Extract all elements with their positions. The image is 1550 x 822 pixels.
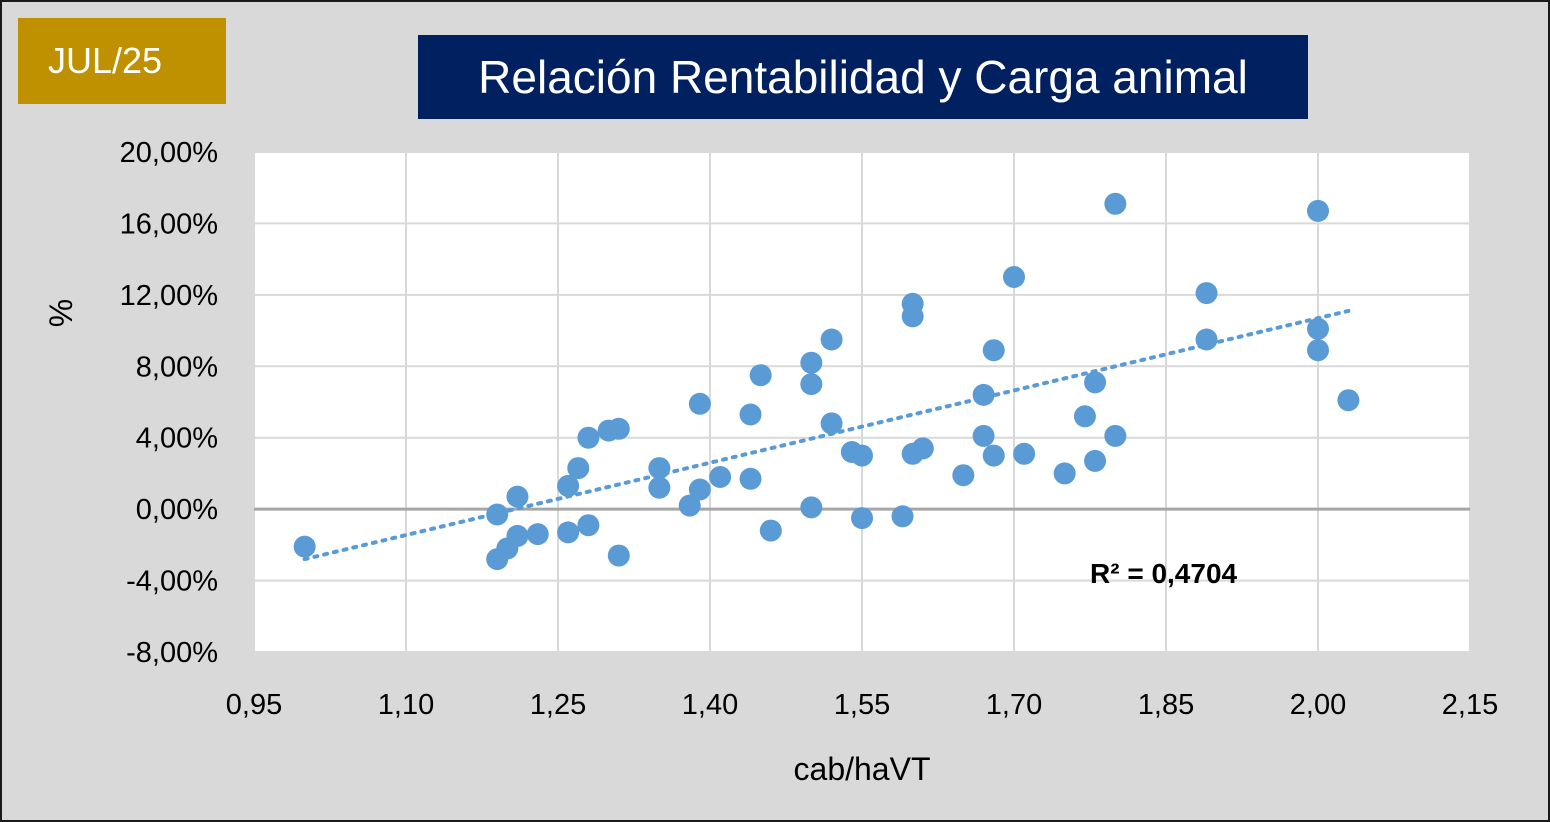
data-point bbox=[851, 444, 873, 467]
y-tick-label: 4,00% bbox=[136, 423, 218, 455]
data-point bbox=[749, 364, 772, 387]
data-point bbox=[1195, 328, 1218, 351]
data-point bbox=[293, 535, 316, 558]
data-point bbox=[891, 505, 914, 528]
y-tick-label: 16,00% bbox=[120, 208, 218, 240]
x-tick-label: 0,95 bbox=[226, 689, 282, 721]
x-tick-label: 2,00 bbox=[1290, 689, 1346, 721]
data-point bbox=[911, 437, 934, 460]
data-point bbox=[709, 466, 732, 488]
data-point bbox=[648, 457, 671, 480]
y-tick-label: 8,00% bbox=[136, 351, 218, 383]
y-tick-label: 12,00% bbox=[120, 280, 218, 312]
chart-title: Relación Rentabilidad y Carga animal bbox=[418, 35, 1308, 119]
data-point bbox=[506, 485, 529, 508]
x-axis-title: cab/haVT bbox=[794, 751, 931, 787]
x-tick-label: 1,70 bbox=[986, 689, 1042, 721]
date-badge: JUL/25 bbox=[18, 18, 226, 104]
data-point bbox=[1003, 266, 1025, 288]
data-points bbox=[293, 192, 1360, 571]
data-point bbox=[851, 507, 873, 530]
x-tick-label: 1,55 bbox=[834, 689, 890, 721]
data-point bbox=[557, 474, 580, 497]
data-point bbox=[577, 514, 600, 537]
data-point bbox=[486, 503, 509, 526]
data-point bbox=[800, 496, 823, 519]
data-point bbox=[1073, 405, 1096, 428]
data-point bbox=[506, 524, 529, 547]
data-point bbox=[982, 339, 1005, 362]
data-point bbox=[1013, 442, 1036, 465]
data-point bbox=[1307, 199, 1329, 222]
data-point bbox=[567, 457, 590, 480]
data-point bbox=[800, 351, 823, 374]
x-tick-label: 1,85 bbox=[1138, 689, 1194, 721]
data-point bbox=[577, 426, 600, 449]
data-point bbox=[607, 417, 630, 440]
data-point bbox=[820, 328, 843, 351]
y-tick-label: 0,00% bbox=[136, 494, 218, 526]
data-point bbox=[1307, 317, 1329, 340]
data-point bbox=[526, 523, 549, 546]
y-tick-label: -8,00% bbox=[126, 637, 218, 669]
data-point bbox=[972, 383, 995, 406]
data-point bbox=[1084, 449, 1107, 472]
data-point bbox=[1084, 371, 1107, 394]
data-point bbox=[678, 494, 701, 517]
x-tick-label: 1,40 bbox=[682, 689, 738, 721]
data-point bbox=[759, 519, 782, 542]
x-tick-label: 2,15 bbox=[1442, 689, 1498, 721]
data-point bbox=[557, 521, 580, 544]
y-tick-label: -4,00% bbox=[126, 566, 218, 598]
data-point bbox=[648, 476, 671, 499]
data-point bbox=[952, 464, 975, 487]
data-point bbox=[800, 373, 823, 396]
data-point bbox=[820, 412, 843, 435]
data-point bbox=[1307, 339, 1329, 362]
data-point bbox=[688, 478, 711, 501]
data-point bbox=[1195, 282, 1218, 305]
data-point bbox=[739, 403, 762, 426]
data-point bbox=[901, 305, 924, 328]
data-point bbox=[1337, 389, 1360, 412]
data-point bbox=[739, 467, 762, 490]
data-point bbox=[688, 392, 711, 415]
data-point bbox=[1104, 192, 1127, 215]
data-point bbox=[972, 424, 995, 447]
y-tick-label: 20,00% bbox=[120, 137, 218, 169]
grid-lines bbox=[253, 151, 1471, 653]
r-squared-annotation: R² = 0,4704 bbox=[1090, 558, 1238, 589]
x-tick-label: 1,10 bbox=[378, 689, 434, 721]
x-tick-label: 1,25 bbox=[530, 689, 586, 721]
data-point bbox=[1104, 424, 1127, 447]
tick-labels: 0,95 1,10 1,25 1,40 1,55 1,70 1,85 2,00 2,15 20,0… bbox=[120, 137, 1499, 721]
data-point bbox=[607, 544, 630, 567]
data-point bbox=[1053, 462, 1076, 485]
y-axis-title: % bbox=[43, 299, 79, 327]
data-point bbox=[982, 444, 1005, 467]
trendline-linear bbox=[302, 308, 1351, 562]
trendline bbox=[302, 308, 1351, 562]
